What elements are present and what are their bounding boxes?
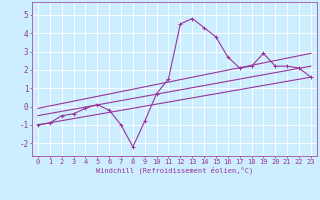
X-axis label: Windchill (Refroidissement éolien,°C): Windchill (Refroidissement éolien,°C) bbox=[96, 167, 253, 174]
